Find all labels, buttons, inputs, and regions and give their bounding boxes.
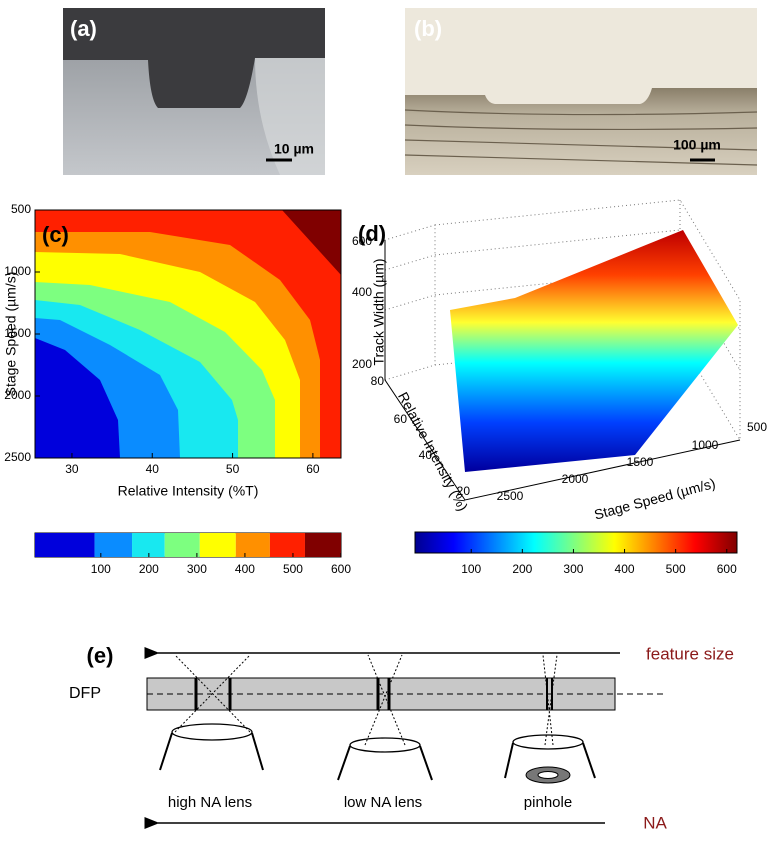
- x-axis-label: Stage Speed (µm/s): [592, 475, 717, 523]
- colorbar-segment: [199, 533, 236, 557]
- x-tick-label: 60: [306, 462, 320, 476]
- x-tick-label: 2000: [562, 472, 589, 486]
- colorbar-tick-label: 200: [139, 562, 159, 576]
- colorbar-tick-label: 600: [331, 562, 351, 576]
- x-tick-label: 1500: [627, 455, 654, 469]
- lens-label: low NA lens: [344, 794, 422, 811]
- micrograph-b: 100 µm (b): [404, 8, 758, 175]
- colorbar-tick-label: 400: [235, 562, 255, 576]
- panel-label: (b): [414, 16, 442, 41]
- y-tick-label: 2000: [4, 388, 31, 402]
- z-tick-label: 200: [352, 357, 372, 371]
- contour-region: [35, 338, 120, 458]
- panel-label: (d): [358, 221, 386, 246]
- colorbar-segment: [269, 533, 305, 557]
- y-tick-label: 20: [457, 484, 471, 498]
- y-tick-label: 2500: [4, 450, 31, 464]
- arrow-label: feature size: [646, 644, 734, 663]
- colorbar-tick-label: 100: [91, 562, 111, 576]
- colorbar-tick-label: 400: [615, 562, 635, 576]
- plane-label: DFP: [69, 685, 101, 702]
- panel-label: (e): [87, 643, 114, 668]
- panel-label: (c): [42, 222, 69, 247]
- colorbar-tick-label: 300: [187, 562, 207, 576]
- x-axis-label: Relative Intensity (%T): [118, 483, 259, 499]
- z-tick-label: 400: [352, 285, 372, 299]
- scale-bar-label: 100 µm: [673, 137, 721, 153]
- contour-plot: (c) Relative Intensity (%T) Stage Speed …: [3, 202, 352, 576]
- x-tick-label: 500: [747, 420, 767, 434]
- y-tick-label: 60: [394, 412, 408, 426]
- x-tick-label: 40: [146, 462, 160, 476]
- surface: [450, 230, 738, 472]
- x-tick-label: 30: [65, 462, 79, 476]
- colorbar-tick-label: 500: [666, 562, 686, 576]
- y-tick-label: 1000: [4, 264, 31, 278]
- colorbar-tick-label: 200: [512, 562, 532, 576]
- x-tick-label: 2500: [497, 489, 524, 503]
- colorbar-tick-label: 300: [563, 562, 583, 576]
- colorbar-tick-label: 500: [283, 562, 303, 576]
- lens-label: high NA lens: [168, 794, 252, 811]
- arrow-label: NA: [643, 813, 667, 832]
- y-tick-label: 1500: [4, 326, 31, 340]
- colorbar-tick-label: 100: [461, 562, 481, 576]
- y-tick-label: 500: [11, 202, 31, 216]
- y-tick-label: 40: [419, 448, 433, 462]
- x-tick-label: 1000: [692, 438, 719, 452]
- z-tick-label: 600: [352, 234, 372, 248]
- y-tick-label: 80: [371, 374, 385, 388]
- micrograph-a: 10 µm (a): [63, 8, 325, 175]
- colorbar-tick-label: 600: [717, 562, 737, 576]
- lens-label: pinhole: [524, 794, 572, 811]
- surface-plot: (d) Track Width (µm) Relative Intensity …: [352, 199, 767, 576]
- colorbar-segment: [35, 533, 95, 557]
- colorbar-segment: [304, 533, 341, 557]
- y-axis-label: Stage Speed (µm/s): [3, 272, 19, 397]
- colorbar-segment: [235, 533, 270, 557]
- scale-bar-label: 10 µm: [274, 141, 314, 157]
- colorbar-segment: [94, 533, 133, 557]
- colorbar-segment: [164, 533, 200, 557]
- x-tick-label: 50: [226, 462, 240, 476]
- panel-label: (a): [70, 16, 97, 41]
- diagram-e: (e) feature size DFP high NA lens low NA…: [69, 643, 734, 833]
- z-axis-label: Track Width (µm): [371, 258, 387, 365]
- colorbar: [414, 531, 738, 554]
